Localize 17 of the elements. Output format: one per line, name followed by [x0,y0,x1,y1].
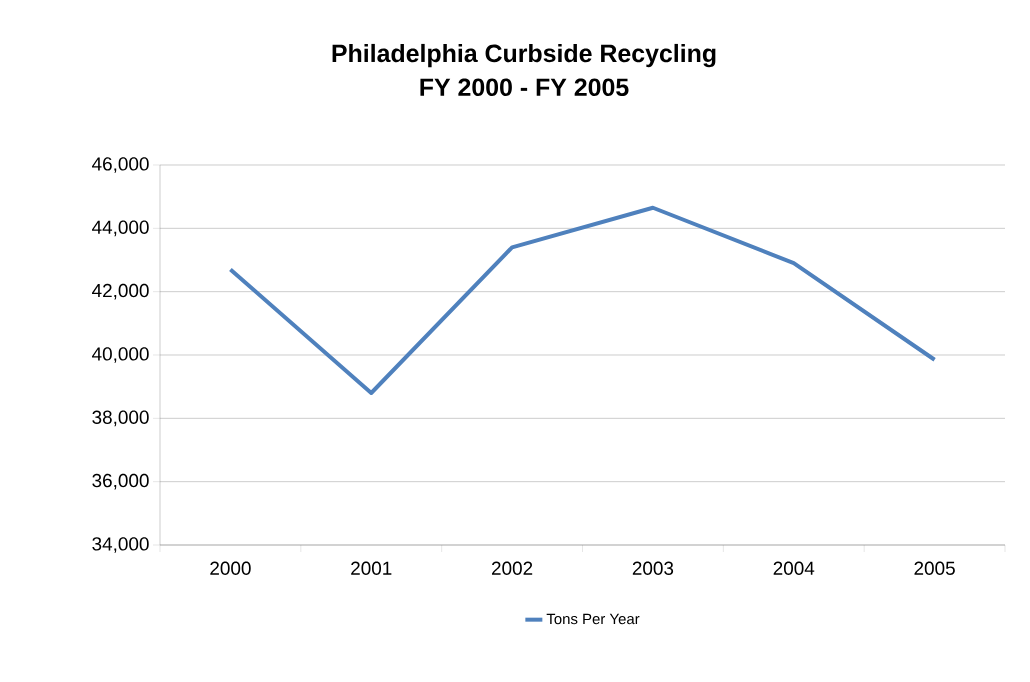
y-tick-label: 46,000 [92,157,149,173]
x-tick-label: 2003 [632,561,674,575]
chart-title: Philadelphia Curbside Recycling [332,43,716,68]
x-tick-label: 2005 [914,561,955,575]
x-tick-label: 2000 [210,561,251,575]
x-tick-label: 2001 [351,561,392,575]
x-tick-label: 2002 [491,561,533,575]
x-tick-label: 2004 [773,561,815,575]
legend-label: Tons Per Year [546,613,640,625]
y-tick-label: 34,000 [92,537,149,553]
line-series [228,205,937,395]
chart-subtitle: FY 2000 - FY 2005 [420,78,629,97]
y-tick-label: 44,000 [92,220,149,237]
y-tick-label: 36,000 [92,473,149,490]
y-tick-label: 40,000 [92,347,149,363]
y-tick-label: 38,000 [92,410,149,427]
y-tick-label: 42,000 [92,283,149,300]
